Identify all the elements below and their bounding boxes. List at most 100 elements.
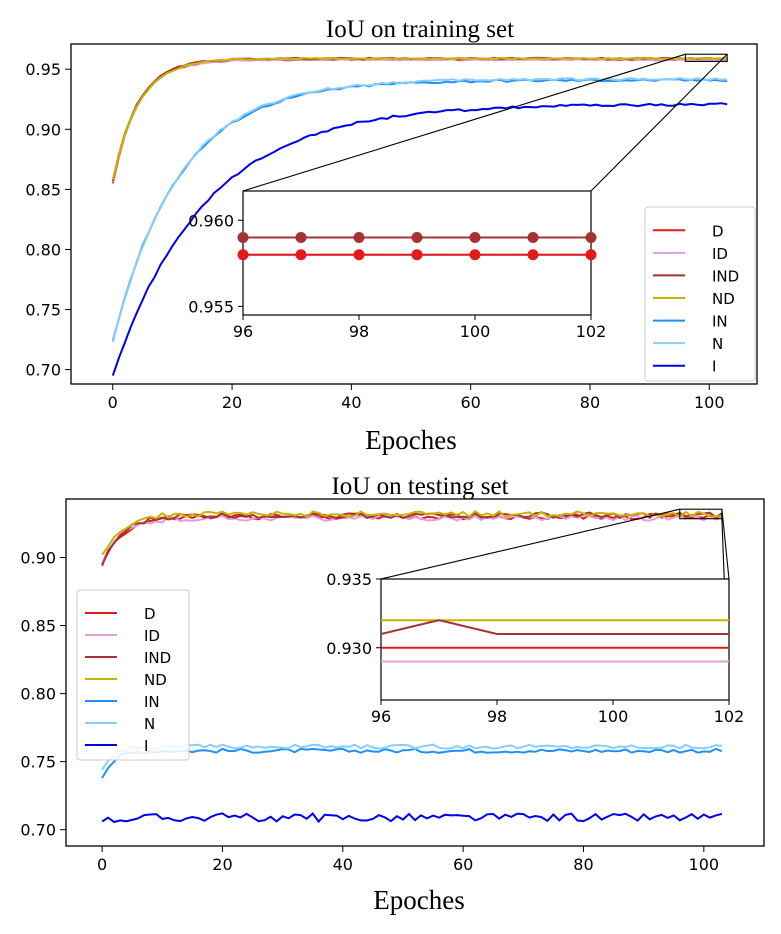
legend-label-ind: IND [144,649,171,667]
zoom-connector-line [242,53,686,192]
inset-marker-ind [295,232,307,243]
legend-label-d: D [144,605,156,623]
inset-x-tick-label: 100 [460,322,491,341]
inset-marker-ind [237,232,249,243]
series-line-id [101,514,723,564]
zoom-region-box [684,53,728,62]
series-line-ind [111,56,728,182]
zoom-connector-line [721,509,730,580]
inset-marker-ind [585,232,597,243]
legend-label-in: IN [144,693,160,711]
inset-y-tick-label: 0.960 [188,211,234,230]
y-tick-label: 0.90 [25,120,61,139]
series-line-nd [101,510,722,556]
inset-x-tick-label: 96 [233,322,253,341]
x-tick-label: 60 [453,855,473,874]
inset-marker-d [353,249,365,261]
legend-label-ind: IND [712,267,739,285]
legend-label-i: I [712,358,716,376]
x-tick-label: 80 [573,855,593,874]
series-line-nd [111,56,728,181]
legend-label-in: IN [712,313,728,331]
inset-marker-d [411,249,423,261]
training-inset: 96 98 100 102 0.955 0.960 [188,190,607,341]
x-tick-label: 40 [333,855,353,874]
training-series-layer [111,56,728,376]
x-tick-label: 60 [460,393,480,412]
training-x-axis-label: Epoches [365,425,456,455]
training-legend: D ID IND ND IN NI [644,206,756,382]
inset-x-tick-label: 98 [487,707,507,726]
inset-marker-ind [469,232,481,243]
training-plot-frame [70,43,758,385]
series-line-ind [101,511,723,567]
series-line-i [101,812,723,824]
inset-marker-ind [353,232,365,243]
x-tick-label: 20 [212,855,232,874]
inset-marker-d [585,249,597,261]
testing-legend: D ID IND ND IN NI [76,589,190,761]
testing-x-axis-label: Epoches [373,885,464,915]
testing-axes: 0 20 40 60 80 100 0.70 0.75 0.80 0.85 0.90 [20,549,719,874]
x-tick-label: 100 [689,855,720,874]
legend-box [76,589,190,761]
inset-marker-d [527,249,539,261]
legend-label-nd: ND [144,671,167,689]
training-chart: IoU on training set 96 98 100 102 0.955 0.960… [25,16,758,455]
training-zoom-layer [242,53,728,192]
x-tick-label: 0 [108,393,118,412]
inset-x-tick-label: 102 [714,707,745,726]
series-line-n [101,743,723,771]
legend-label-n: N [712,335,723,353]
series-line-id [111,57,728,183]
series-line-d [111,57,728,184]
training-axes: 0 20 40 60 80 100 0.70 0.75 0.80 0.85 0.90 0.95 [25,60,724,412]
legend-label-i: I [144,737,148,755]
y-tick-label: 0.75 [20,753,56,772]
inset-marker-d [295,249,307,261]
series-line-i [111,102,728,376]
x-tick-label: 80 [580,393,600,412]
y-tick-label: 0.85 [20,617,56,636]
y-tick-label: 0.80 [20,685,56,704]
inset-x-tick-label: 98 [349,322,369,341]
inset-frame [380,578,730,701]
legend-label-n: N [144,715,155,733]
testing-plot-frame [65,498,765,847]
inset-marker-ind [527,232,539,243]
y-tick-label: 0.80 [25,240,61,259]
y-tick-label: 0.75 [25,301,61,320]
inset-y-tick-label: 0.930 [326,639,372,658]
legend-label-id: ID [712,245,728,263]
x-tick-label: 100 [694,393,725,412]
inset-x-tick-label: 96 [371,707,391,726]
inset-marker-d [237,249,249,261]
zoom-connector-line [380,508,680,580]
y-tick-label: 0.70 [20,821,56,840]
inset-marker-ind [411,232,423,243]
inset-series-line-ind [380,619,729,635]
x-tick-label: 20 [222,393,242,412]
inset-y-tick-label: 0.935 [326,570,372,589]
series-line-in [101,747,723,779]
series-line-n [111,77,728,343]
inset-x-tick-label: 100 [598,707,629,726]
y-tick-label: 0.95 [25,60,61,79]
x-tick-label: 40 [341,393,361,412]
y-tick-label: 0.70 [25,361,61,380]
testing-series-layer [101,510,723,824]
inset-y-tick-label: 0.955 [188,297,234,316]
testing-chart: IoU on testing set 96 98 100 1020.9300.935 … [20,473,765,915]
inset-x-tick-label: 102 [576,322,607,341]
legend-box [644,206,756,382]
zoom-connector-line [590,53,728,192]
inset-marker-d [469,249,481,261]
legend-label-d: D [712,222,724,240]
legend-label-nd: ND [712,290,735,308]
testing-chart-title: IoU on testing set [331,473,508,500]
y-tick-label: 0.90 [20,549,56,568]
training-chart-title: IoU on training set [326,16,514,43]
x-tick-label: 0 [97,855,107,874]
legend-label-id: ID [144,627,160,645]
